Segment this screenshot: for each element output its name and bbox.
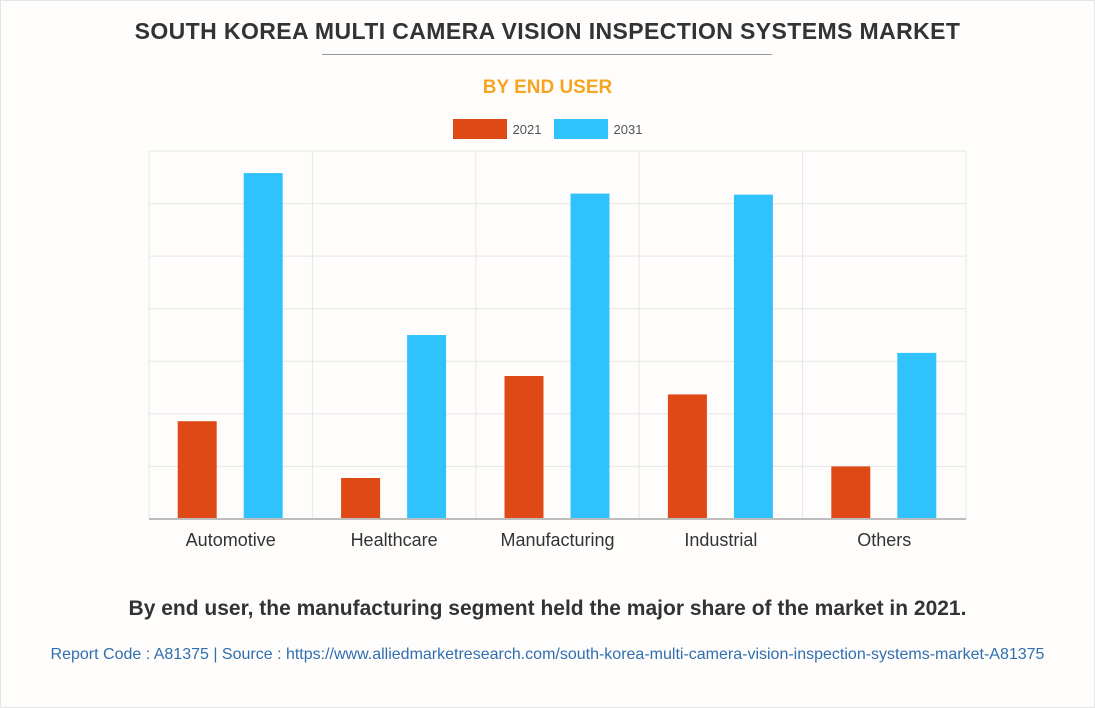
legend-swatch-2021: [452, 119, 507, 139]
chart-title: SOUTH KOREA MULTI CAMERA VISION INSPECTI…: [134, 18, 961, 44]
bar-2031-others[interactable]: [897, 352, 937, 519]
bar-2031-automotive[interactable]: [243, 173, 283, 519]
title-underline: [322, 54, 772, 55]
bar-2021-automotive[interactable]: [177, 421, 217, 519]
bar-2031-healthcare[interactable]: [407, 335, 447, 519]
x-tick-label: Manufacturing: [500, 530, 614, 550]
chart-subtitle: BY END USER: [482, 77, 613, 98]
chart-caption: By end user, the manufacturing segment h…: [128, 597, 967, 620]
bar-2021-industrial[interactable]: [667, 394, 707, 519]
x-tick-label: Healthcare: [351, 530, 438, 550]
bar-2031-industrial[interactable]: [733, 194, 773, 520]
legend-swatch-2031: [553, 119, 608, 139]
bar-2031-manufacturing[interactable]: [570, 193, 610, 519]
legend-label-2021: 2021: [512, 121, 542, 137]
bar-2021-healthcare[interactable]: [341, 477, 381, 519]
legend-item-2031[interactable]: 2031: [553, 119, 643, 139]
legend-item-2021[interactable]: 2021: [452, 119, 542, 139]
legend-label-2031: 2031: [613, 121, 643, 137]
bar-2021-others[interactable]: [831, 466, 871, 519]
x-tick-label: Automotive: [186, 530, 276, 550]
source-line[interactable]: Report Code : A81375 | Source : https://…: [50, 646, 1045, 663]
bar-2021-manufacturing[interactable]: [504, 376, 544, 519]
legend: 2021 2031: [0, 119, 1095, 139]
x-tick-label: Industrial: [684, 530, 757, 550]
x-tick-label: Others: [857, 530, 911, 550]
